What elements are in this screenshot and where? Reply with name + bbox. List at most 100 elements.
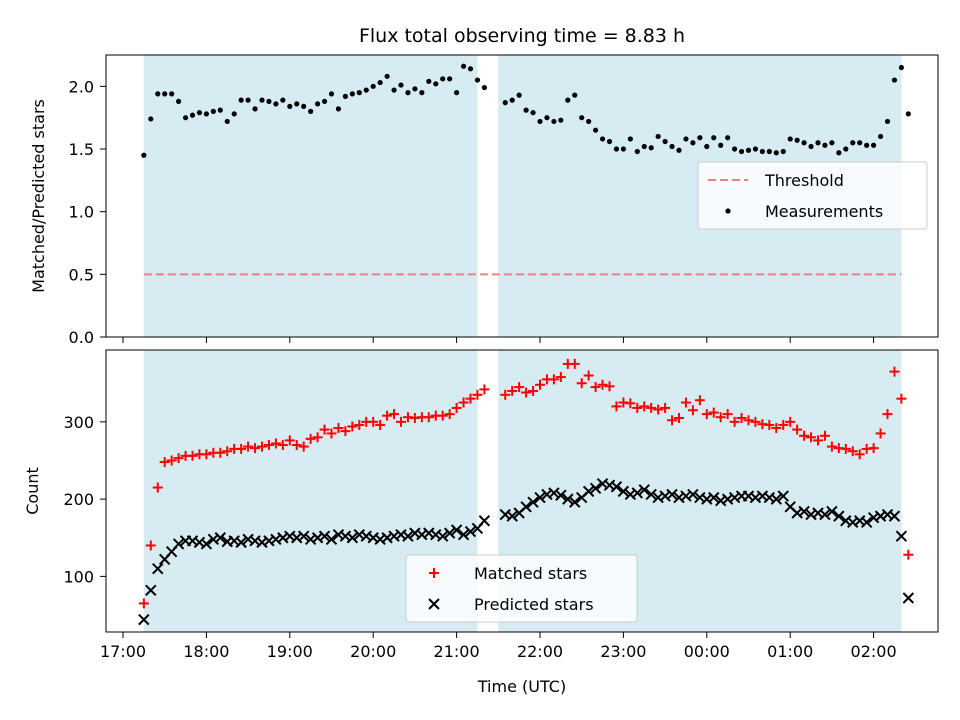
matched-star-point <box>222 446 233 457</box>
measurement-point <box>224 118 230 125</box>
matched-star-point <box>799 430 810 441</box>
matched-star-point <box>583 370 594 381</box>
predicted-star-point <box>888 510 901 522</box>
measurement-point <box>537 118 543 125</box>
predicted-star-point <box>172 538 185 550</box>
measurement-point <box>273 101 279 107</box>
measurement-point <box>315 101 321 107</box>
matched-star-point <box>722 409 733 420</box>
measurement-point <box>676 147 682 153</box>
measurement-point <box>891 77 898 83</box>
predicted-star-point <box>138 613 150 626</box>
bottom-panel: 100 200 300 17:00 18:00 19:00 20:00 21:00 22:00… <box>23 349 939 696</box>
measurement-point <box>905 111 911 117</box>
measurement-point <box>189 112 196 118</box>
matched-star-point <box>236 443 247 454</box>
predicted-star-point <box>589 482 602 495</box>
predicted-star-point <box>346 532 359 544</box>
predicted-star-point <box>638 484 650 496</box>
predicted-star-point <box>708 491 720 504</box>
top-y-axis-label: Matched/Predicted stars <box>29 99 48 293</box>
matched-star-point <box>375 419 386 430</box>
measurement-point <box>725 135 731 141</box>
measurement-point <box>641 143 647 150</box>
measurement-point <box>634 148 640 155</box>
legend-threshold-label: Threshold <box>764 171 844 190</box>
matched-star-point <box>152 482 163 493</box>
measurement-point <box>884 118 891 125</box>
measurement-point <box>871 142 877 148</box>
predicted-star-point <box>819 508 831 521</box>
predicted-star-point <box>450 524 463 536</box>
x-tick-label: 01:00 <box>767 642 813 661</box>
matched-star-point <box>576 378 587 389</box>
measurement-point <box>481 84 487 91</box>
top-x-ticks <box>122 337 875 343</box>
legend-matched-label: Matched stars <box>474 564 587 583</box>
measurement-point <box>162 91 168 97</box>
matched-star-point <box>326 428 337 439</box>
matched-star-point <box>340 426 351 437</box>
measurement-point <box>530 110 536 116</box>
measurement-point <box>711 135 717 141</box>
measurement-point <box>516 92 522 98</box>
measurement-point <box>440 76 446 82</box>
measurement-point <box>454 90 460 96</box>
measurement-point <box>433 81 439 87</box>
chart-title: Flux total observing time = 8.83 h <box>359 25 685 47</box>
measurement-point <box>460 63 467 69</box>
measurement-point <box>377 79 383 86</box>
matched-star-point <box>291 440 302 451</box>
measurement-point <box>544 115 550 121</box>
predicted-star-point <box>235 536 247 549</box>
matched-star-point <box>680 397 691 408</box>
measurement-point <box>141 152 147 158</box>
matched-star-point <box>694 395 705 406</box>
top-y-tick-label: 2.0 <box>69 77 94 96</box>
bottom-x-axis: 17:00 18:00 19:00 20:00 21:00 22:00 23:00 00:00… <box>100 632 897 661</box>
x-tick-label: 22:00 <box>517 642 563 661</box>
bottom-y-tick-label: 300 <box>63 413 94 432</box>
predicted-star-point <box>610 481 623 493</box>
legend-predicted-swatch <box>428 598 440 610</box>
predicted-star-point <box>464 525 477 538</box>
matched-star-point <box>785 416 796 427</box>
matched-star-point <box>729 416 740 427</box>
matched-star-point <box>771 423 782 434</box>
measurement-point <box>280 97 286 103</box>
matched-star-point <box>138 598 149 609</box>
matched-star-point <box>270 438 281 449</box>
matched-star-point <box>521 387 532 398</box>
measurement-point <box>662 138 668 145</box>
measurement-point <box>732 146 738 152</box>
matched-star-point <box>819 430 830 441</box>
measurement-point <box>294 101 300 107</box>
matched-star-point <box>305 433 316 444</box>
measurement-point <box>738 148 745 155</box>
bottom-y-axis-label: Count <box>23 467 42 515</box>
matched-star-point <box>840 443 851 454</box>
matched-star-point <box>472 389 483 400</box>
measurement-point <box>648 145 654 151</box>
predicted-star-point <box>506 510 518 522</box>
measurement-point <box>898 64 905 71</box>
bottom-y-tick-label: 200 <box>63 490 94 509</box>
legend-measurement-swatch <box>725 208 731 214</box>
measurement-point <box>467 66 474 72</box>
measurement-point <box>850 140 856 146</box>
matched-star-point <box>590 382 601 393</box>
measurement-point <box>391 87 397 93</box>
predicted-star-point <box>325 533 338 545</box>
observing-interval-1 <box>143 55 478 337</box>
measurement-point <box>690 140 696 146</box>
measurement-point <box>606 138 613 145</box>
x-tick-label: 21:00 <box>434 642 480 661</box>
matched-star-point <box>145 540 156 551</box>
predicted-star-point <box>548 487 560 499</box>
x-tick-label: 19:00 <box>267 642 313 661</box>
measurement-point <box>335 106 342 112</box>
predicted-star-point <box>402 530 414 542</box>
predicted-star-point <box>297 530 310 542</box>
matched-star-point <box>806 432 817 443</box>
measurement-point <box>815 140 821 146</box>
